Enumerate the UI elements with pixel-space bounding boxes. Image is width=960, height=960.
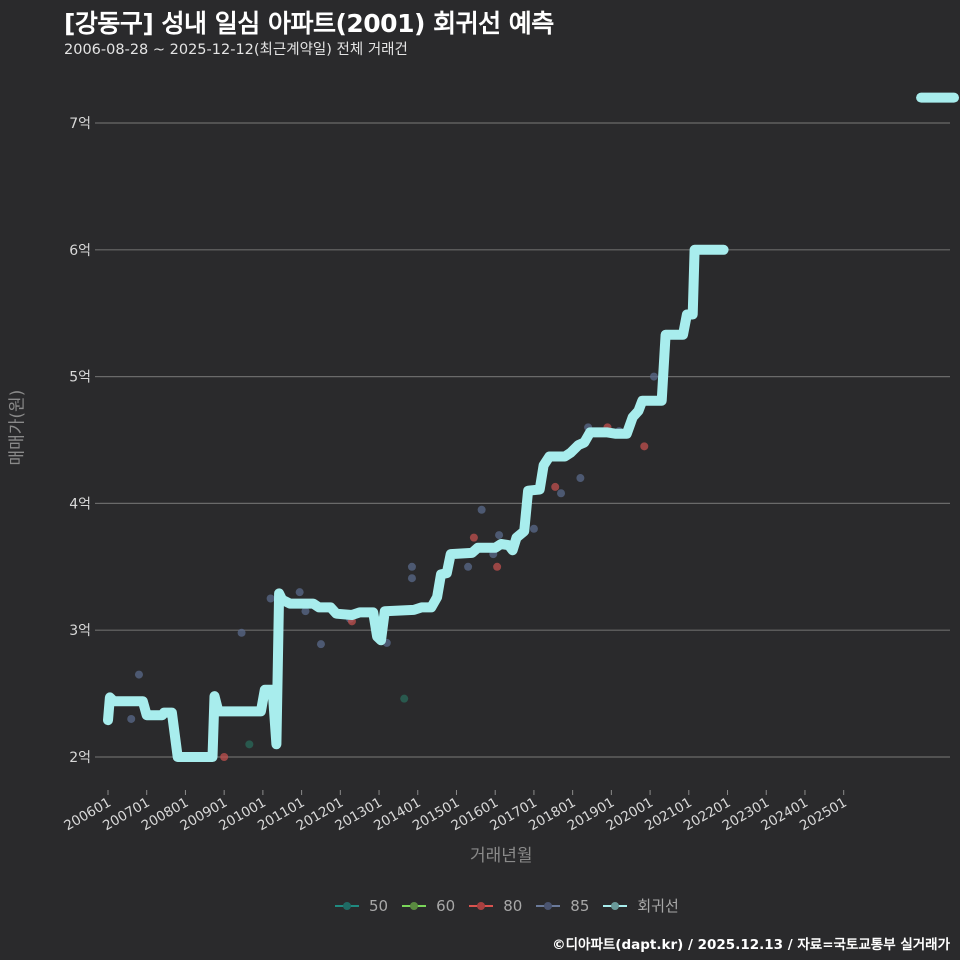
- data-point-50: [245, 740, 254, 749]
- data-point-85: [495, 531, 504, 540]
- y-tick-label: 3억: [69, 623, 91, 639]
- data-point-85: [316, 640, 325, 649]
- data-point-85: [464, 562, 473, 571]
- scatter-points: [127, 372, 658, 761]
- legend-label: 60: [436, 896, 456, 915]
- data-point-80: [551, 482, 560, 491]
- data-point-85: [557, 489, 566, 498]
- data-point-85: [529, 524, 538, 533]
- legend-item-50: 50: [335, 897, 388, 915]
- legend-label: 회귀선: [637, 897, 679, 915]
- data-point-85: [266, 594, 275, 603]
- legend-item-85: 85: [536, 897, 589, 915]
- data-point-85: [301, 607, 310, 616]
- y-tick-label: 2억: [69, 750, 91, 766]
- legend-label: 80: [503, 896, 523, 915]
- data-point-80: [469, 533, 478, 542]
- y-tick-label: 5억: [69, 370, 91, 386]
- data-point-85: [407, 574, 416, 583]
- chart-title: [강동구] 성내 일심 아파트(2001) 회귀선 예측: [64, 9, 554, 38]
- legend: 50 60 80 85 회귀선: [335, 895, 693, 916]
- source-credit: ©디아파트(dapt.kr) / 2025.12.13 / 자료=국토교통부 실…: [552, 937, 950, 953]
- legend-label: 85: [570, 896, 590, 915]
- legend-marker-icon: [603, 899, 628, 913]
- regression-polyline: [103, 244, 729, 762]
- legend-marker-icon: [335, 899, 359, 913]
- data-point-85: [649, 372, 658, 381]
- y-axis-title: 매매가(원): [7, 389, 28, 466]
- legend-item-regression: 회귀선: [603, 895, 679, 916]
- data-point-85: [127, 714, 136, 723]
- legend-item-80: 80: [469, 897, 522, 915]
- data-point-85: [295, 588, 304, 597]
- data-point-85: [237, 628, 246, 637]
- y-tick-label: 7억: [69, 116, 91, 132]
- chart-subtitle: 2006-08-28 ~ 2025-12-12(최근계약일) 전체 거래건: [64, 42, 408, 58]
- x-axis-title: 거래년월: [470, 846, 533, 866]
- y-tick-label: 6억: [69, 243, 91, 259]
- data-point-85: [576, 474, 585, 483]
- y-tick-label: 4억: [69, 496, 91, 512]
- data-point-80: [640, 442, 649, 451]
- legend-label: 50: [369, 896, 389, 915]
- data-point-85: [407, 562, 416, 571]
- y-axis: 2억 3억 4억 5억 6억 7억: [69, 116, 100, 766]
- data-point-80: [493, 562, 502, 571]
- legend-marker-icon: [402, 899, 427, 913]
- data-point-85: [477, 505, 486, 514]
- data-point-85: [134, 670, 143, 679]
- legend-marker-icon: [536, 899, 561, 913]
- regression-line: [103, 92, 959, 762]
- legend-item-60: 60: [402, 897, 455, 915]
- data-point-80: [220, 753, 229, 761]
- gridlines: [100, 122, 950, 758]
- data-point-50: [400, 694, 409, 703]
- x-axis: 2006012007012008012009012010012011012012…: [61, 790, 850, 834]
- legend-marker-icon: [469, 899, 494, 913]
